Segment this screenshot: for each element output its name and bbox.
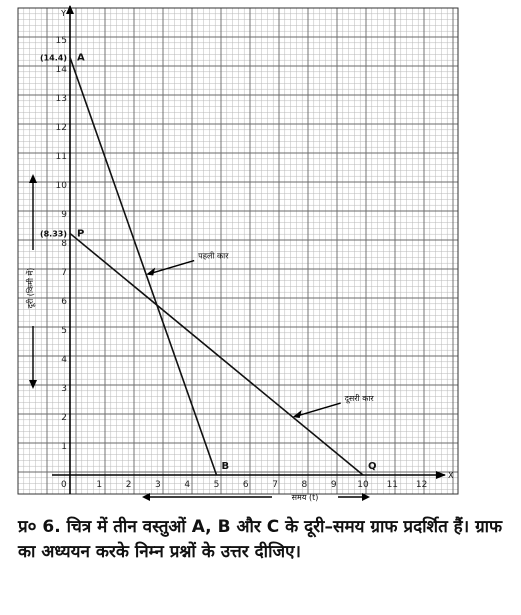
y-axis-letter: Y: [60, 9, 66, 18]
x-tick-label: 11: [387, 480, 398, 490]
axis-titles: समय (t) दूरी (किमी में): [25, 174, 370, 502]
y-tick-label: 13: [56, 94, 67, 104]
annotation-label-1: पहली कार: [198, 251, 229, 261]
major-grid: [17, 7, 459, 495]
annotations: पहली कार दूसरी कार: [146, 251, 375, 419]
point-coord-a: (14.4): [40, 53, 67, 62]
x-tick-label: 5: [214, 480, 220, 490]
distance-time-chart: YX0 1 2 3 4 5 6 7 8 9 10 11 12123456789101112131415…: [17, 5, 459, 502]
y-tick-label: 1: [61, 442, 67, 452]
y-tick-label: 12: [56, 123, 67, 133]
point-label-a: A: [77, 52, 85, 63]
y-tick-label: 14: [56, 65, 68, 75]
annotation-label-2: दूसरी कार: [345, 393, 375, 404]
x-tick-label: 6: [243, 480, 249, 490]
y-tick-label: 10: [56, 181, 68, 191]
x-tick-label: 2: [126, 480, 132, 490]
annotation-arrow-line: [296, 402, 341, 417]
y-tick-label: 11: [56, 152, 67, 162]
y-tick-label: 15: [56, 36, 67, 46]
point-labels: A (14.4) B P (8.33) Q: [40, 52, 377, 472]
y-title-arrowhead-up: [29, 174, 37, 183]
question-text: प्र० 6. चित्र में तीन वस्तुओं A, B और C …: [18, 517, 503, 562]
point-label-p: P: [77, 228, 84, 239]
y-tick-label: 5: [61, 326, 67, 336]
annotation-arrow-line: [149, 259, 195, 275]
grid-border: [17, 7, 459, 495]
y-tick-label: 4: [61, 355, 67, 365]
axes: Y X 0: [52, 5, 454, 494]
y-title-arrowhead-down: [29, 380, 37, 389]
y-tick-label: 6: [61, 297, 67, 307]
x-tick-label: 10: [357, 480, 369, 490]
y-axis-arrow: [66, 5, 74, 14]
x-tick-label: 3: [155, 480, 161, 490]
series-lines: [69, 57, 364, 476]
y-tick-label: 7: [61, 268, 67, 278]
y-tick-label: 9: [61, 210, 67, 220]
y-tick-label: 8: [61, 239, 67, 249]
x-title-arrowhead-left: [142, 493, 150, 501]
point-label-q: Q: [368, 461, 377, 472]
y-tick-label: 3: [61, 384, 67, 394]
series-line-2: [69, 232, 364, 476]
x-axis-title: समय (t): [292, 493, 319, 502]
x-tick-label: 4: [184, 480, 190, 490]
x-axis-arrow: [436, 471, 446, 479]
x-tick-label: 1: [96, 480, 102, 490]
minor-grid: [17, 7, 458, 494]
annotation-arrow-head: [292, 410, 302, 419]
y-axis-title: दूरी (किमी में): [25, 268, 36, 309]
x-tick-label: 8: [302, 480, 308, 490]
x-tick-label: 12: [416, 480, 427, 490]
annotation-arrow-head: [146, 267, 156, 276]
y-tick-label: 2: [61, 413, 67, 423]
point-label-b: B: [222, 461, 230, 472]
x-tick-label: 9: [331, 480, 337, 490]
point-coord-p: (8.33): [40, 229, 67, 238]
x-axis-letter: X: [448, 471, 454, 480]
x-tick-label: 7: [272, 480, 278, 490]
series-line-1: [69, 57, 218, 476]
x-title-arrowhead-right: [362, 493, 370, 501]
origin-label: 0: [61, 480, 67, 490]
